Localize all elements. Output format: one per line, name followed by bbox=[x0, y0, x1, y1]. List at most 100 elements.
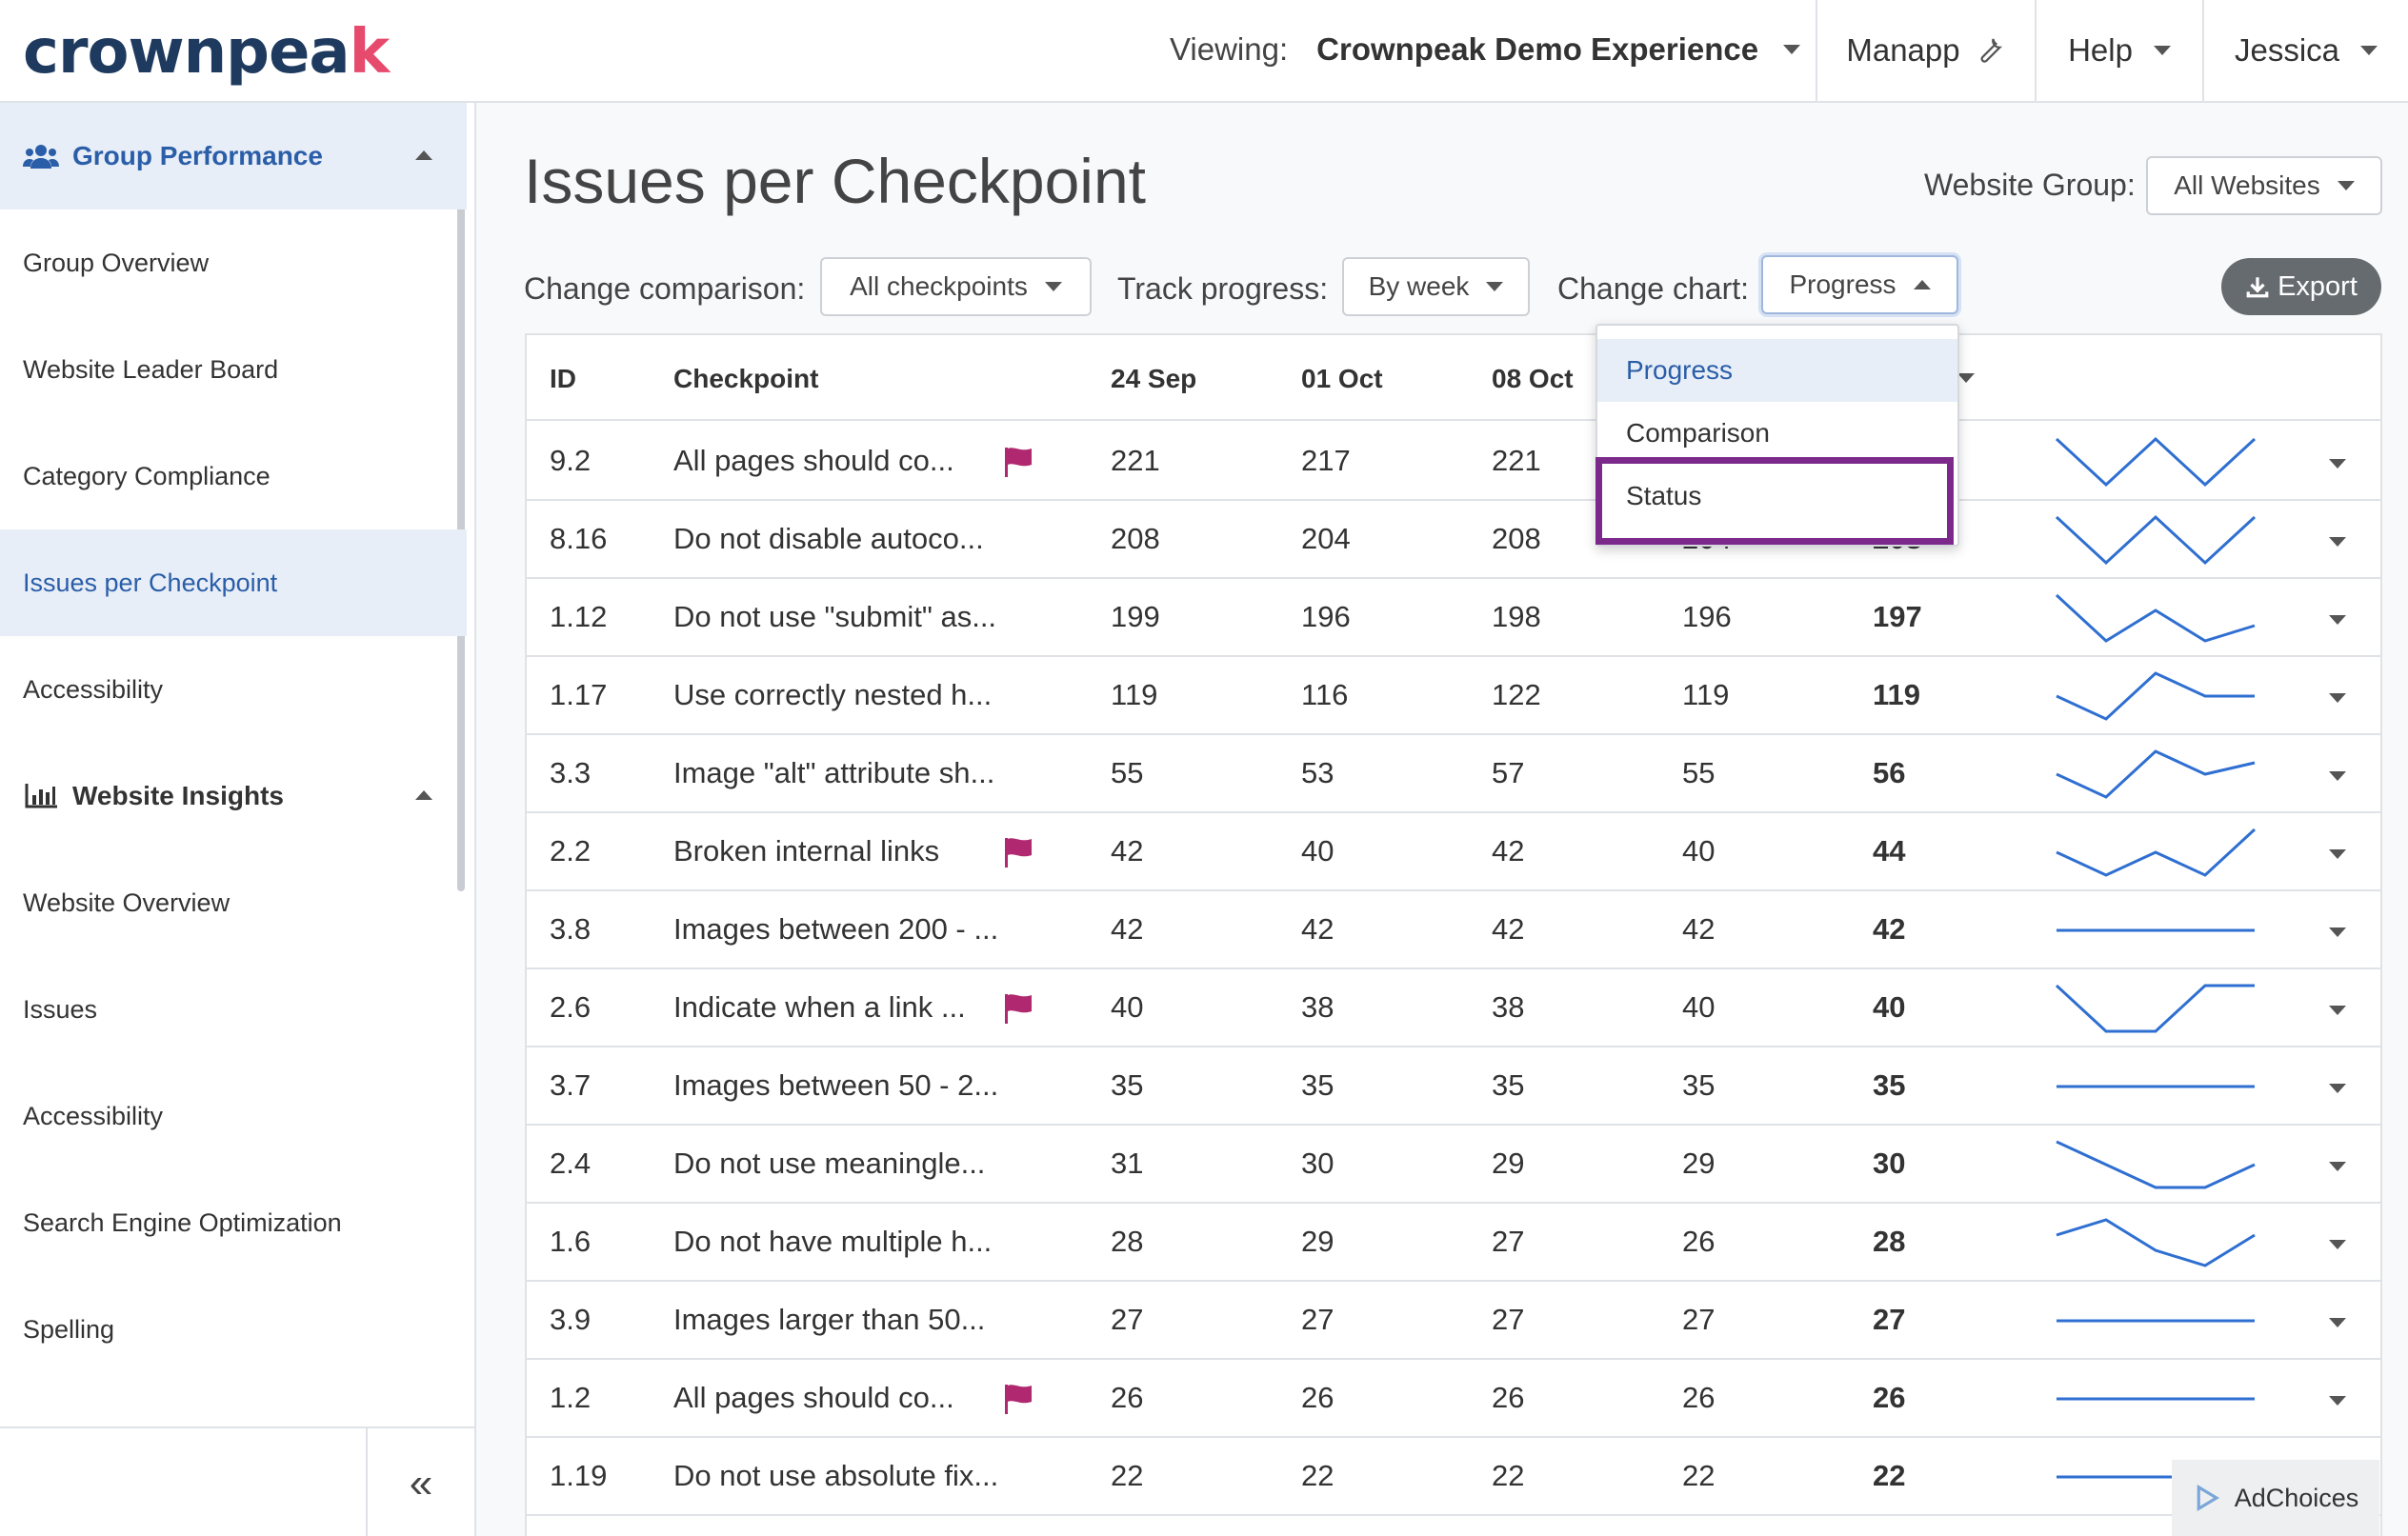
dropdown-option-status[interactable]: Status bbox=[1597, 465, 1957, 528]
expand-row-chevron-icon[interactable] bbox=[2329, 1240, 2346, 1249]
chevron-up-icon bbox=[415, 150, 432, 160]
cell-week-value: 204 bbox=[1301, 522, 1351, 555]
cell-current: 30 bbox=[1873, 1147, 1906, 1180]
trend-sparkline bbox=[2055, 436, 2257, 488]
sidebar-item-spelling[interactable]: Spelling bbox=[0, 1276, 467, 1383]
table-row[interactable]: 2.4 Do not use meaningle... 31 30 29 29 30 bbox=[527, 1126, 2380, 1204]
table-row[interactable]: 1.19 Do not use absolute fix... 22 22 22 22 22 bbox=[527, 1438, 2380, 1516]
sidebar-section-group-performance[interactable]: Group Performance bbox=[0, 103, 467, 209]
cell-week-value: 221 bbox=[1492, 444, 1541, 477]
sort-caret-icon[interactable] bbox=[1957, 373, 1975, 383]
trend-sparkline bbox=[2057, 1085, 2255, 1088]
cell-week-value: 122 bbox=[1492, 678, 1541, 711]
expand-row-chevron-icon[interactable] bbox=[2329, 615, 2346, 625]
manapp-label: Manapp bbox=[1846, 32, 1960, 68]
cell-week-value: 28 bbox=[1111, 1225, 1144, 1258]
sidebar-section-website-insights[interactable]: Website Insights bbox=[0, 743, 467, 849]
dropdown-option-comparison[interactable]: Comparison bbox=[1597, 402, 1957, 465]
help-menu[interactable]: Help bbox=[2035, 0, 2202, 101]
expand-row-chevron-icon[interactable] bbox=[2329, 928, 2346, 937]
table-row[interactable]: 3.9 Images larger than 50... 27 27 27 27 27 bbox=[527, 1282, 2380, 1360]
sidebar-item-issues-per-checkpoint[interactable]: Issues per Checkpoint bbox=[0, 529, 467, 636]
cell-week-value: 199 bbox=[1111, 600, 1160, 633]
cell-id: 2.2 bbox=[550, 834, 592, 868]
sidebar-item-issues[interactable]: Issues bbox=[0, 956, 467, 1063]
download-icon bbox=[2246, 277, 2269, 298]
sidebar-item-accessibility[interactable]: Accessibility bbox=[0, 1063, 467, 1169]
change-chart-value: Progress bbox=[1789, 269, 1896, 299]
cell-week-value: 208 bbox=[1492, 522, 1541, 555]
sidebar-item-group-accessibility[interactable]: Accessibility bbox=[0, 636, 467, 743]
table-row[interactable]: 2.6 Indicate when a link ... 40 38 38 40 40 bbox=[527, 969, 2380, 1047]
change-comparison-select[interactable]: All checkpoints bbox=[820, 257, 1092, 316]
dropdown-option-progress[interactable]: Progress bbox=[1597, 339, 1957, 402]
header-24-sep[interactable]: 24 Sep bbox=[1111, 364, 1197, 393]
sparkline-path bbox=[2055, 514, 2257, 566]
table-row[interactable]: 2.2 Broken internal links 42 40 42 40 44 bbox=[527, 813, 2380, 891]
header-checkpoint[interactable]: Checkpoint bbox=[673, 364, 819, 393]
adchoices-badge[interactable]: AdChoices bbox=[2172, 1460, 2379, 1536]
item-label: Category Compliance bbox=[23, 461, 271, 490]
table-row[interactable]: 1.12 Do not use "submit" as... 199 196 198 19… bbox=[527, 579, 2380, 657]
website-group-value: All Websites bbox=[2174, 170, 2320, 200]
user-menu[interactable]: Jessica bbox=[2202, 0, 2408, 101]
cell-week-value: 40 bbox=[1682, 834, 1716, 868]
cell-week-value: 116 bbox=[1301, 678, 1349, 711]
expand-row-chevron-icon[interactable] bbox=[2329, 1006, 2346, 1015]
cell-week-value: 22 bbox=[1301, 1459, 1334, 1492]
website-group-select[interactable]: All Websites bbox=[2146, 156, 2382, 215]
expand-row-chevron-icon[interactable] bbox=[2329, 1318, 2346, 1327]
expand-row-chevron-icon[interactable] bbox=[2329, 1162, 2346, 1171]
logo-text: crownpea bbox=[23, 17, 351, 88]
cell-week-value: 30 bbox=[1301, 1147, 1334, 1180]
adchoices-icon bbox=[2197, 1484, 2219, 1512]
cell-week-value: 42 bbox=[1111, 834, 1144, 868]
header-id[interactable]: ID bbox=[550, 364, 576, 393]
crownpeak-logo[interactable]: crownpeak bbox=[23, 17, 390, 88]
viewing-selector[interactable]: Viewing: Crownpeak Demo Experience bbox=[1170, 29, 1801, 70]
cell-id: 3.7 bbox=[550, 1068, 592, 1102]
table-row[interactable]: 3.3 Image "alt" attribute sh... 55 53 57 55 56 bbox=[527, 735, 2380, 813]
cell-current: 27 bbox=[1873, 1303, 1906, 1336]
expand-row-chevron-icon[interactable] bbox=[2329, 1084, 2346, 1093]
header-08-oct[interactable]: 08 Oct bbox=[1492, 364, 1574, 393]
cell-week-value: 40 bbox=[1111, 990, 1144, 1024]
expand-row-chevron-icon[interactable] bbox=[2329, 771, 2346, 781]
expand-row-chevron-icon[interactable] bbox=[2329, 849, 2346, 859]
cell-checkpoint: Do not use "submit" as... bbox=[673, 600, 997, 633]
sidebar-item-website-overview[interactable]: Website Overview bbox=[0, 849, 467, 956]
expand-row-chevron-icon[interactable] bbox=[2329, 459, 2346, 469]
option-label: Progress bbox=[1626, 355, 1734, 385]
trend-sparkline bbox=[2055, 984, 2255, 1033]
track-progress-value: By week bbox=[1368, 271, 1470, 301]
header-01-oct[interactable]: 01 Oct bbox=[1301, 364, 1383, 393]
sidebar-item-seo[interactable]: Search Engine Optimization bbox=[0, 1169, 467, 1276]
expand-row-chevron-icon[interactable] bbox=[2329, 537, 2346, 547]
table-row[interactable]: 3.7 Images between 50 - 2... 35 35 35 35 35 bbox=[527, 1047, 2380, 1126]
table-row[interactable]: 1.6 Do not have multiple h... 28 29 27 26 28 bbox=[527, 1204, 2380, 1282]
track-progress-select[interactable]: By week bbox=[1342, 257, 1530, 316]
help-label: Help bbox=[2068, 32, 2133, 68]
cell-checkpoint: Broken internal links bbox=[673, 834, 940, 868]
cell-week-value: 26 bbox=[1111, 1381, 1144, 1414]
change-chart-select[interactable]: Progress bbox=[1761, 255, 1958, 314]
sidebar-scrollbar[interactable] bbox=[457, 110, 465, 891]
chevron-down-icon bbox=[1783, 45, 1801, 54]
collapse-sidebar-button[interactable]: « bbox=[366, 1428, 474, 1536]
sidebar-item-category-compliance[interactable]: Category Compliance bbox=[0, 423, 467, 529]
sidebar-item-website-leader-board[interactable]: Website Leader Board bbox=[0, 316, 467, 423]
expand-row-chevron-icon[interactable] bbox=[2329, 1396, 2346, 1406]
manapp-button[interactable]: Manapp bbox=[1816, 0, 2035, 101]
export-button[interactable]: Export bbox=[2221, 258, 2381, 315]
table-row[interactable]: 3.8 Images between 200 - ... 42 42 42 42 42 bbox=[527, 891, 2380, 969]
table-row[interactable]: 1.2 All pages should co... 26 26 26 26 26 bbox=[527, 1360, 2380, 1438]
sidebar-item-group-overview[interactable]: Group Overview bbox=[0, 209, 467, 316]
cell-week-value: 196 bbox=[1301, 600, 1351, 633]
table-row[interactable]: 1.17 Use correctly nested h... 119 116 122 11… bbox=[527, 657, 2380, 735]
cell-week-value: 119 bbox=[1111, 678, 1158, 711]
chevron-down-icon bbox=[1044, 282, 1062, 291]
expand-row-chevron-icon[interactable] bbox=[2329, 693, 2346, 703]
cell-week-value: 27 bbox=[1492, 1225, 1525, 1258]
